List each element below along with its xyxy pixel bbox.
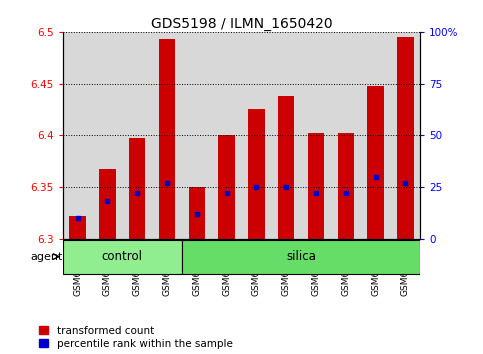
Bar <box>271 32 301 239</box>
Bar <box>182 240 420 274</box>
Title: GDS5198 / ILMN_1650420: GDS5198 / ILMN_1650420 <box>151 17 332 31</box>
Bar <box>99 169 115 239</box>
Bar <box>397 37 413 239</box>
Text: agent: agent <box>30 252 63 262</box>
Bar <box>129 138 145 239</box>
Text: control: control <box>102 250 143 263</box>
Legend: transformed count, percentile rank within the sample: transformed count, percentile rank withi… <box>39 326 233 349</box>
Bar <box>159 39 175 239</box>
Bar <box>301 32 331 239</box>
Bar <box>331 32 361 239</box>
Bar <box>390 32 420 239</box>
Bar <box>278 96 294 239</box>
Bar <box>212 32 242 239</box>
Bar <box>189 187 205 239</box>
Bar <box>182 32 212 239</box>
Bar <box>70 216 86 239</box>
Bar <box>338 133 354 239</box>
Text: silica: silica <box>286 250 316 263</box>
Bar <box>63 240 182 274</box>
Bar <box>93 32 122 239</box>
Bar <box>361 32 390 239</box>
Bar <box>218 135 235 239</box>
Bar <box>122 32 152 239</box>
Bar <box>368 86 384 239</box>
Bar <box>152 32 182 239</box>
Bar <box>248 109 265 239</box>
Bar <box>308 133 324 239</box>
Bar <box>63 32 93 239</box>
Bar <box>242 32 271 239</box>
